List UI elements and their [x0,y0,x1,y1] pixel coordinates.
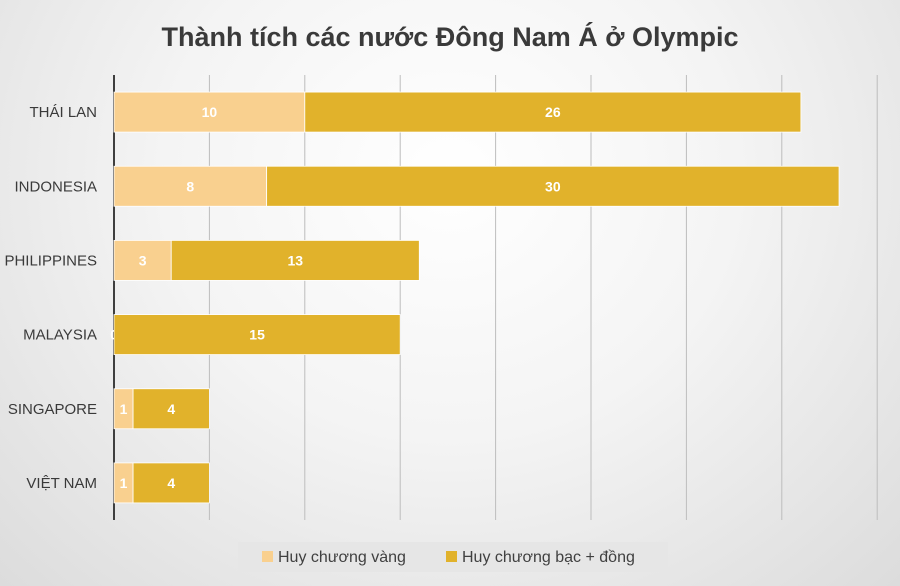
bars: 10268303130151414 [110,91,840,504]
data-label: 4 [167,401,175,417]
data-label: 26 [545,104,561,120]
data-label: 1 [120,475,128,491]
bar-silver-bronze [132,388,210,430]
category-label: VIỆT NAM [26,475,97,492]
bar-silver-bronze [113,314,401,355]
bar-gold [113,240,172,281]
category-labels: THÁI LAN INDONESIA PHILIPPINES MALAYSIA SING… [4,104,97,492]
data-label: 1 [120,401,128,417]
legend-label: Huy chương bạc + đồng [462,549,635,566]
grid-lines [113,75,878,520]
category-label: PHILIPPINES [4,252,97,269]
chart-title: Thành tích các nước Đông Nam Á ở Olympic [161,21,738,52]
legend-label: Huy chương vàng [278,549,406,566]
bar-gold [113,165,268,207]
legend-swatch [262,551,273,562]
bar-silver-bronze [170,240,420,281]
data-label: 8 [186,178,194,194]
bar-silver-bronze [132,462,210,504]
data-label: 10 [202,104,218,120]
legend-swatch [446,551,457,562]
data-label: 13 [287,252,303,268]
data-label: 4 [167,475,175,491]
data-label: 3 [139,252,147,268]
category-label: MALAYSIA [23,327,97,344]
legend: Huy chương vàng Huy chương bạc + đồng [238,542,668,572]
category-label: INDONESIA [14,178,97,195]
bar-silver-bronze [266,165,840,207]
bar-silver-bronze [304,91,802,133]
category-label: THÁI LAN [29,104,97,121]
data-label: 30 [545,178,561,194]
category-label: SINGAPORE [8,401,97,418]
data-label: 15 [249,327,265,343]
